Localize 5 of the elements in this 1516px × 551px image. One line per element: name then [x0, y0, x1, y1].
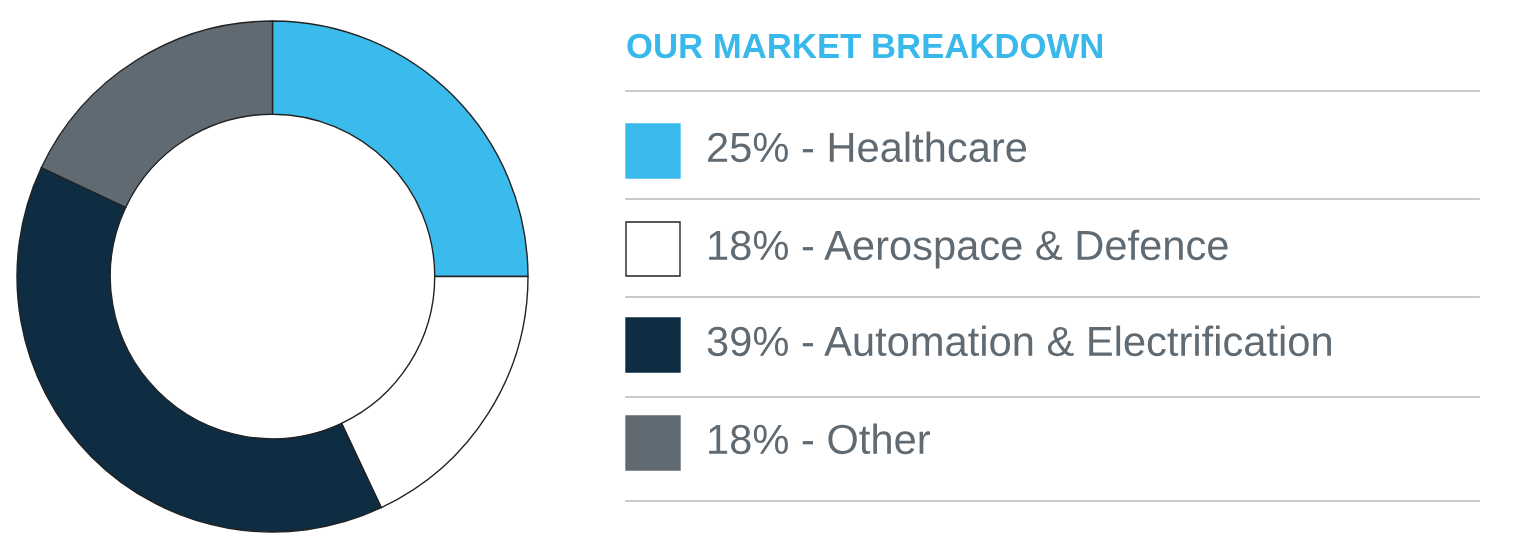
legend-label: 25% - Healthcare	[708, 131, 1027, 163]
legend-label: 39% - Automation & Electrification	[707, 325, 1331, 357]
legend-label: 18% - Other	[709, 423, 930, 455]
legend-label: 18% - Aerospace & Defence	[709, 229, 1228, 269]
chart-title: OUR MARKET BREAKDOWN	[627, 33, 1103, 59]
